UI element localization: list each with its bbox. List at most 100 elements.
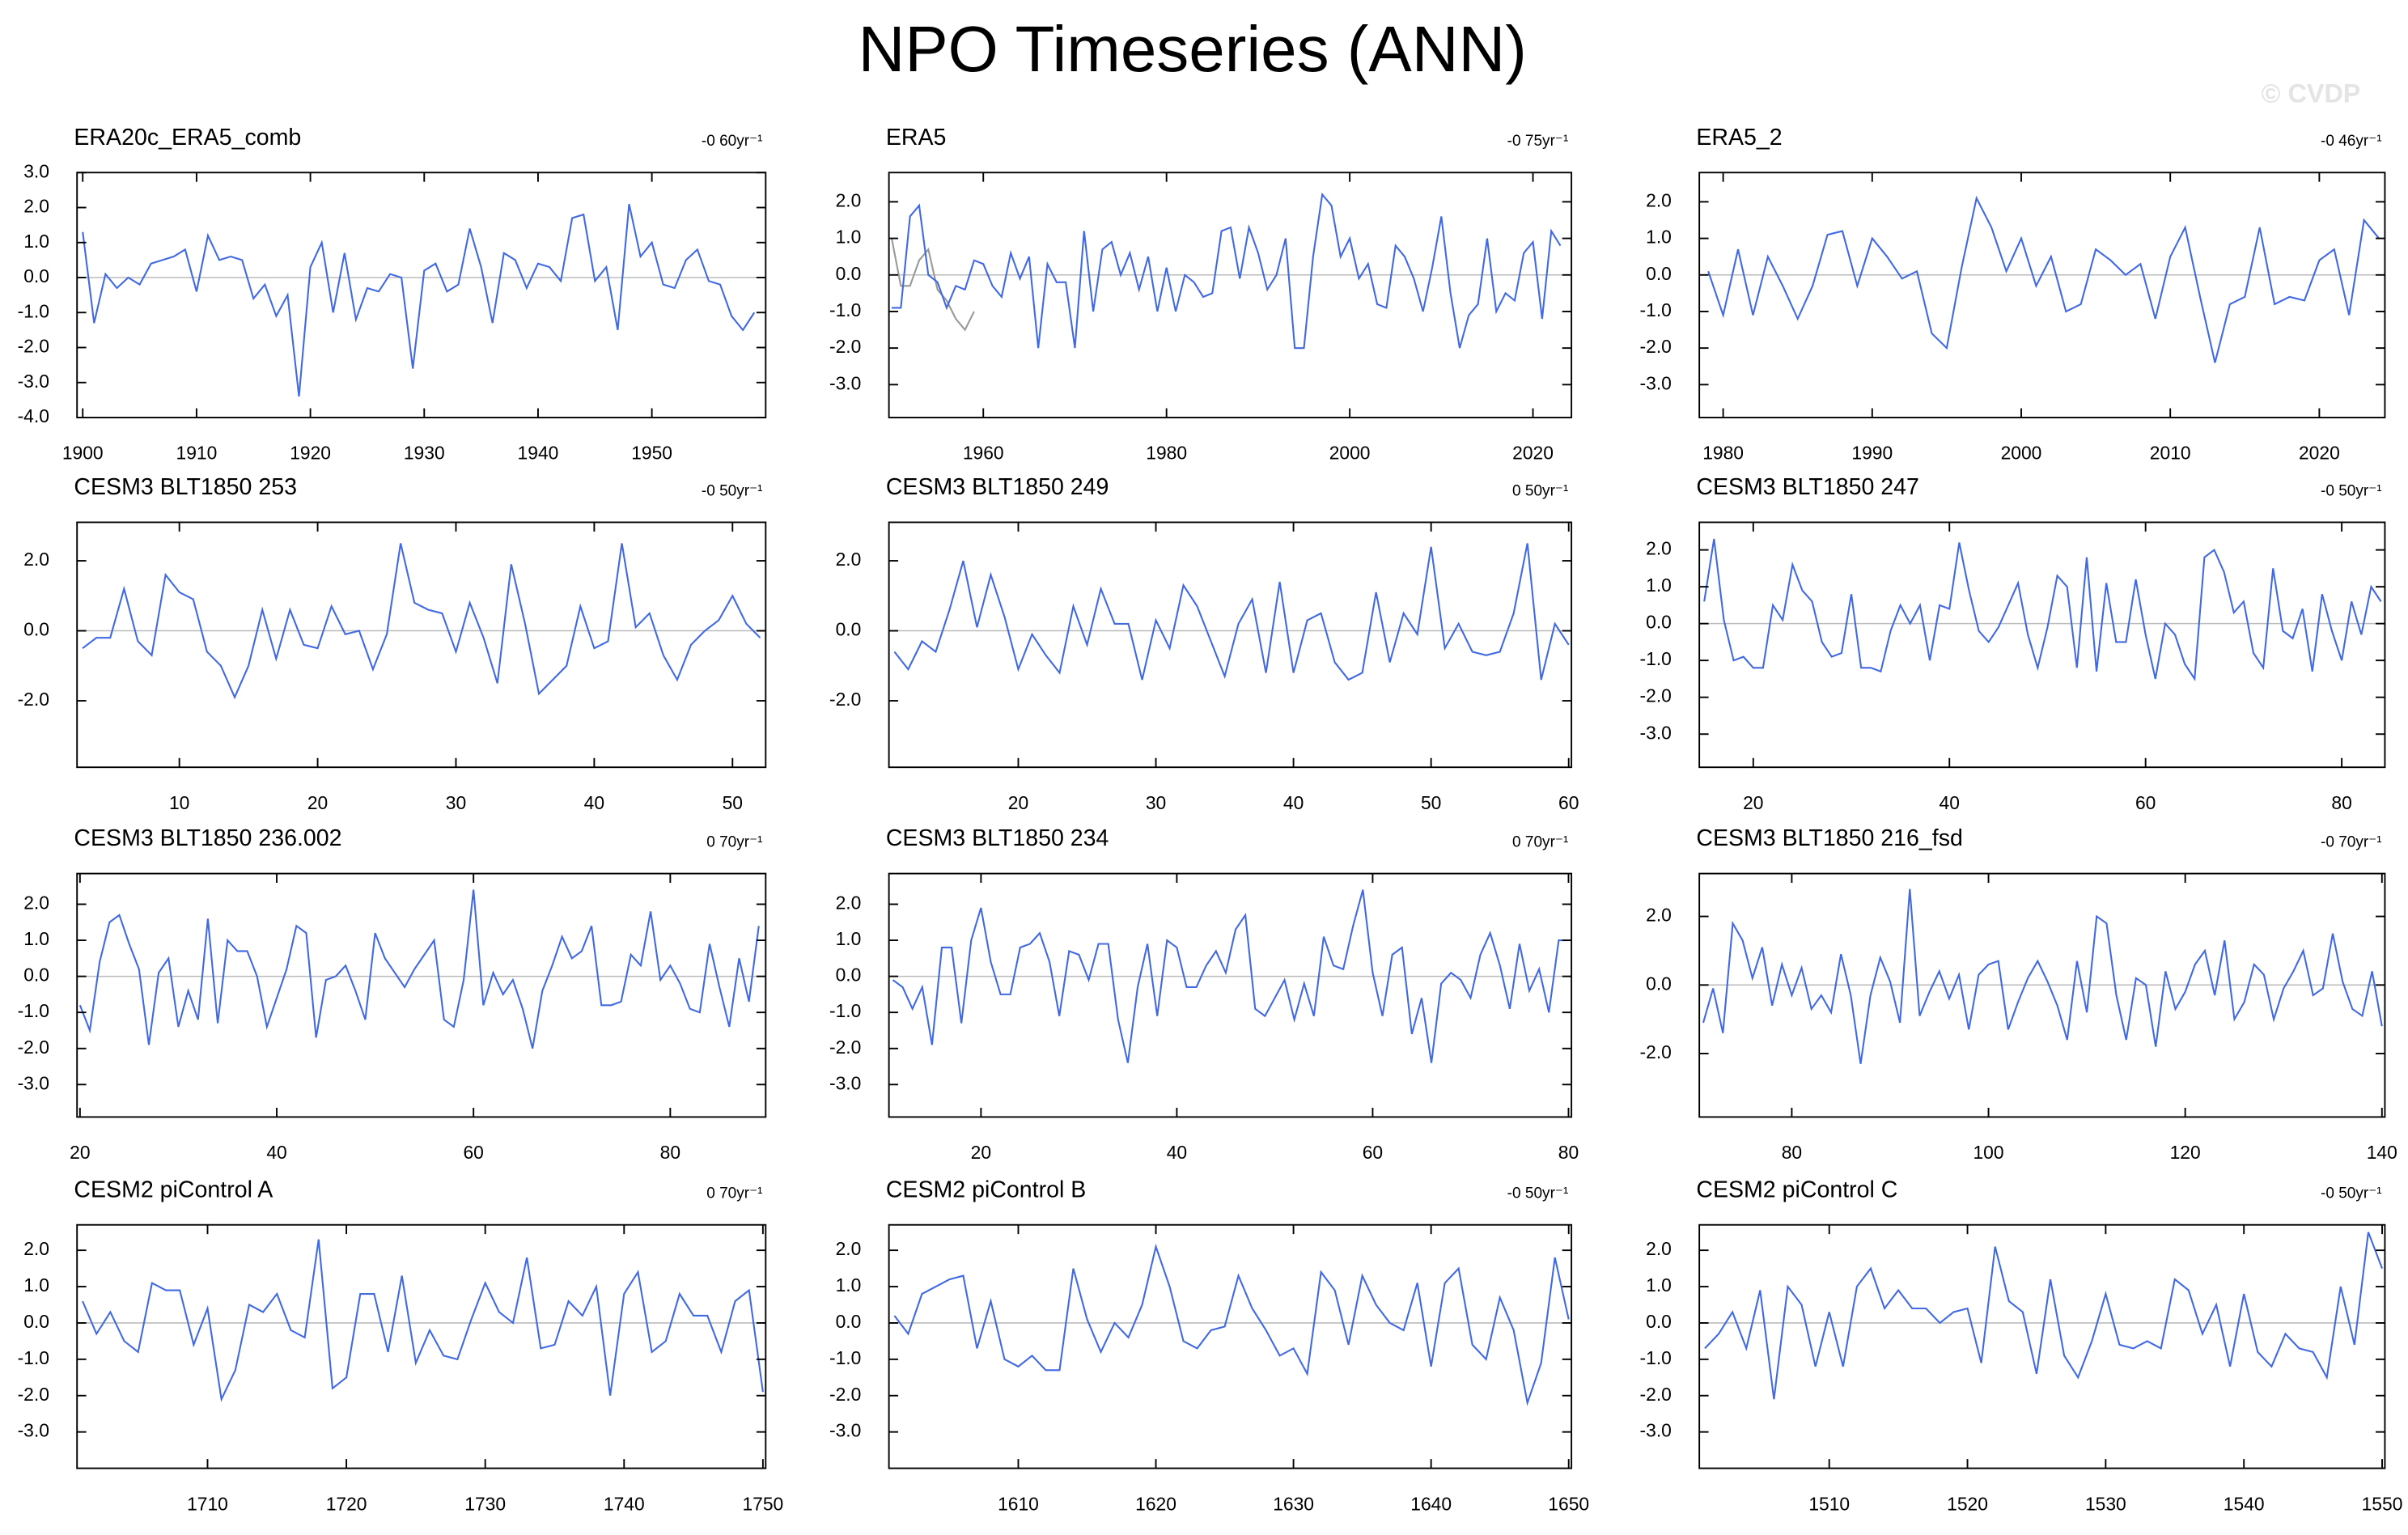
y-tick-label: 1.0 — [23, 1274, 49, 1295]
y-tick-label: 1.0 — [1646, 1274, 1672, 1295]
y-tick-label: 1.0 — [836, 1274, 862, 1295]
y-tick-label: 2.0 — [1646, 905, 1672, 926]
y-tick-label: -1.0 — [829, 1347, 861, 1368]
figure-title: NPO Timeseries (ANN) — [858, 13, 1527, 85]
series-line — [1707, 195, 2380, 363]
trend-label: 0 70yr⁻¹ — [1512, 834, 1568, 851]
panel: ERA5_2 -0 46yr⁻¹ 2.0 1.0 0.0 -1.0 -2.0 -3.0 1980… — [1640, 125, 2386, 464]
plot-area — [1699, 538, 2385, 682]
plot-area — [888, 889, 1572, 1063]
y-tick-label: 0.0 — [1646, 612, 1672, 633]
frame — [1698, 172, 2386, 418]
y-tick-label: -1.0 — [1640, 1347, 1672, 1368]
y-tick-label: -1.0 — [829, 1000, 861, 1021]
panel: ERA20c_ERA5_comb -0 60yr⁻¹ 3.0 2.0 1.0 0.0 -1.… — [18, 125, 767, 464]
y-tick-label: -1.0 — [1640, 648, 1672, 669]
frame — [76, 172, 767, 418]
trend-label: -0 46yr⁻¹ — [2321, 133, 2382, 150]
x-tick-label: 1510 — [1808, 1493, 1850, 1514]
y-tick-label: -1.0 — [829, 299, 861, 320]
series-line — [892, 889, 1569, 1063]
x-tick-label: 1610 — [998, 1493, 1039, 1514]
y-tick-label: 2.0 — [836, 189, 862, 210]
y-tick-label: 2.0 — [836, 549, 862, 570]
y-tick-label: -2.0 — [829, 689, 861, 710]
x-tick-label: 40 — [266, 1142, 286, 1163]
y-tick-label: -3.0 — [18, 1420, 49, 1441]
panel: CESM3 BLT1850 247 -0 50yr⁻¹ 2.0 1.0 0.0 -1.0 -… — [1640, 474, 2386, 813]
x-tick-label: 1720 — [326, 1493, 367, 1514]
panel: CESM2 piControl C -0 50yr⁻¹ 2.0 1.0 0.0 -1.0 -… — [1640, 1177, 2403, 1514]
y-tick-label: -1.0 — [18, 1347, 49, 1368]
y-tick-label: 2.0 — [23, 196, 49, 217]
x-tick-label: 50 — [723, 792, 743, 813]
y-tick-label: -1.0 — [18, 300, 49, 321]
x-tick-label: 2000 — [2001, 443, 2042, 464]
y-tick-label: 2.0 — [1646, 1238, 1672, 1259]
y-tick-label: -3.0 — [18, 1072, 49, 1093]
y-tick-label: -2.0 — [1640, 685, 1672, 706]
series-line — [82, 1239, 764, 1402]
x-tick-label: 2020 — [2299, 443, 2340, 464]
x-tick-label: 60 — [463, 1142, 483, 1163]
plot-area — [77, 203, 766, 397]
y-tick-label: 0.0 — [1646, 1311, 1672, 1332]
y-tick-label: -2.0 — [1640, 1384, 1672, 1405]
panel: CESM3 BLT1850 236.002 0 70yr⁻¹ 2.0 1.0 0.0 -1… — [18, 825, 767, 1163]
panel-title: CESM2 piControl C — [1696, 1177, 1897, 1202]
x-tick-label: 1920 — [290, 443, 331, 464]
x-tick-label: 20 — [1008, 792, 1028, 813]
x-tick-label: 1930 — [404, 443, 445, 464]
panel-title: CESM3 BLT1850 236.002 — [74, 825, 341, 851]
y-tick-label: 0.0 — [23, 1311, 49, 1332]
panel: CESM3 BLT1850 249 0 50yr⁻¹ 2.0 0.0 -2.0 20 30 4… — [829, 474, 1579, 813]
x-tick-label: 1740 — [604, 1493, 645, 1514]
plot-area — [1699, 1232, 2385, 1400]
x-tick-label: 1620 — [1135, 1493, 1176, 1514]
x-tick-label: 1900 — [62, 443, 104, 464]
panel: CESM3 BLT1850 234 0 70yr⁻¹ 2.0 1.0 0.0 -1.0 -2… — [829, 825, 1579, 1163]
trend-label: -0 50yr⁻¹ — [702, 482, 763, 499]
x-tick-label: 20 — [971, 1142, 991, 1163]
x-tick-label: 1640 — [1410, 1493, 1452, 1514]
panel: CESM2 piControl A 0 70yr⁻¹ 2.0 1.0 0.0 -1.0 -2… — [18, 1177, 784, 1514]
watermark: © CVDP — [2262, 79, 2361, 108]
x-tick-label: 120 — [2170, 1142, 2201, 1163]
y-tick-label: 2.0 — [836, 1238, 862, 1259]
panel-title: ERA20c_ERA5_comb — [74, 125, 301, 151]
x-tick-label: 1550 — [2362, 1493, 2403, 1514]
y-tick-label: -2.0 — [18, 689, 49, 710]
y-tick-label: 1.0 — [1646, 227, 1672, 248]
y-tick-label: -2.0 — [18, 1384, 49, 1405]
y-tick-label: -4.0 — [18, 405, 49, 426]
series-line — [82, 543, 761, 700]
x-tick-label: 100 — [1973, 1142, 2003, 1163]
panel: CESM3 BLT1850 216_fsd -0 70yr⁻¹ 2.0 0.0 -2.0… — [1640, 825, 2397, 1163]
panel-title: CESM3 BLT1850 249 — [886, 474, 1109, 500]
x-tick-label: 40 — [1940, 792, 1960, 813]
x-tick-label: 20 — [307, 792, 328, 813]
plot-area — [888, 192, 1572, 350]
series-line — [1702, 888, 2383, 1064]
y-tick-label: -2.0 — [829, 336, 861, 357]
x-tick-label: 60 — [1363, 1142, 1383, 1163]
trend-label: 0 70yr⁻¹ — [706, 834, 762, 851]
series-line — [892, 192, 1562, 350]
x-tick-label: 1990 — [1851, 443, 1893, 464]
x-tick-label: 40 — [584, 792, 604, 813]
x-tick-label: 1730 — [464, 1493, 506, 1514]
y-tick-label: -2.0 — [829, 1384, 861, 1405]
panel-title: CESM2 piControl A — [74, 1177, 273, 1202]
y-tick-label: -1.0 — [18, 1000, 49, 1021]
y-tick-label: 1.0 — [23, 231, 49, 252]
x-tick-label: 1530 — [2085, 1493, 2126, 1514]
x-tick-label: 30 — [1146, 792, 1166, 813]
y-tick-label: 2.0 — [836, 893, 862, 914]
x-tick-label: 1960 — [963, 443, 1004, 464]
y-tick-label: -3.0 — [1640, 722, 1672, 743]
trend-label: 0 70yr⁻¹ — [706, 1185, 762, 1202]
series-line — [78, 889, 760, 1049]
x-tick-label: 80 — [1558, 1142, 1579, 1163]
